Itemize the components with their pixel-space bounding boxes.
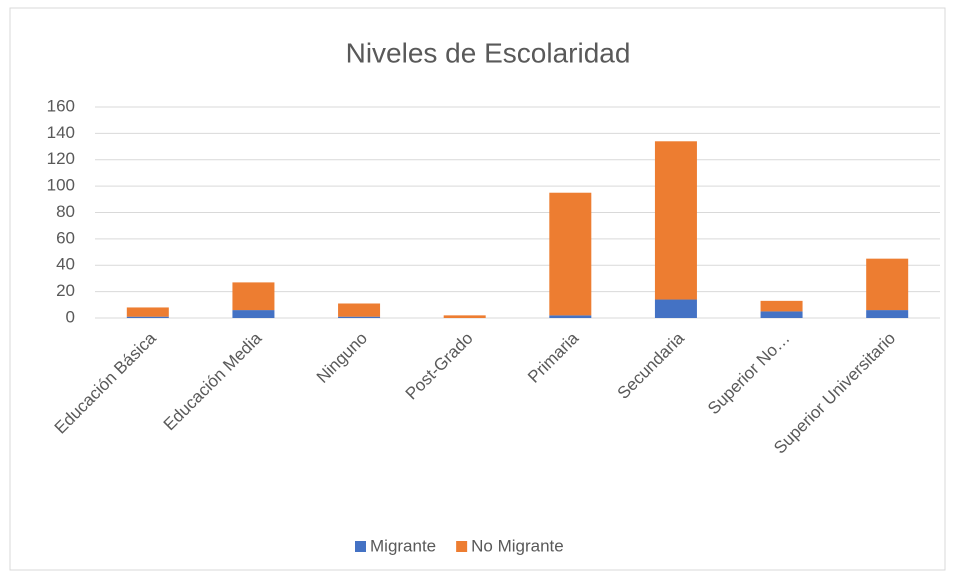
legend-swatch xyxy=(456,541,468,552)
bar-segment xyxy=(338,316,381,318)
bar-segment xyxy=(232,282,275,311)
bar-segment xyxy=(338,303,381,317)
y-tick-label: 140 xyxy=(47,123,75,142)
y-tick-label: 80 xyxy=(56,202,75,221)
bar-segment xyxy=(866,258,909,311)
y-tick-label: 0 xyxy=(66,307,75,326)
bar-segment xyxy=(126,316,169,318)
bar-segment xyxy=(126,307,169,317)
y-tick-label: 20 xyxy=(56,281,75,300)
legend-label: Migrante xyxy=(370,536,436,555)
bar-segment xyxy=(549,315,592,318)
bar-segment xyxy=(232,310,275,318)
chart-border xyxy=(9,7,946,571)
bar-segment xyxy=(549,192,592,316)
legend-swatch xyxy=(355,541,366,552)
bar-segment xyxy=(443,315,486,318)
bar-segment xyxy=(760,311,803,318)
y-tick-label: 100 xyxy=(47,176,75,195)
y-tick-label: 60 xyxy=(56,228,75,247)
chart-title: Niveles de Escolaridad xyxy=(346,37,631,68)
bar-segment xyxy=(866,310,909,318)
bar-segment xyxy=(654,141,697,300)
y-tick-label: 120 xyxy=(47,149,75,168)
legend-label: No Migrante xyxy=(471,536,564,555)
y-tick-label: 160 xyxy=(47,96,75,115)
y-tick-label: 40 xyxy=(56,255,75,274)
bar-segment xyxy=(654,299,697,318)
bar-segment xyxy=(760,300,803,312)
